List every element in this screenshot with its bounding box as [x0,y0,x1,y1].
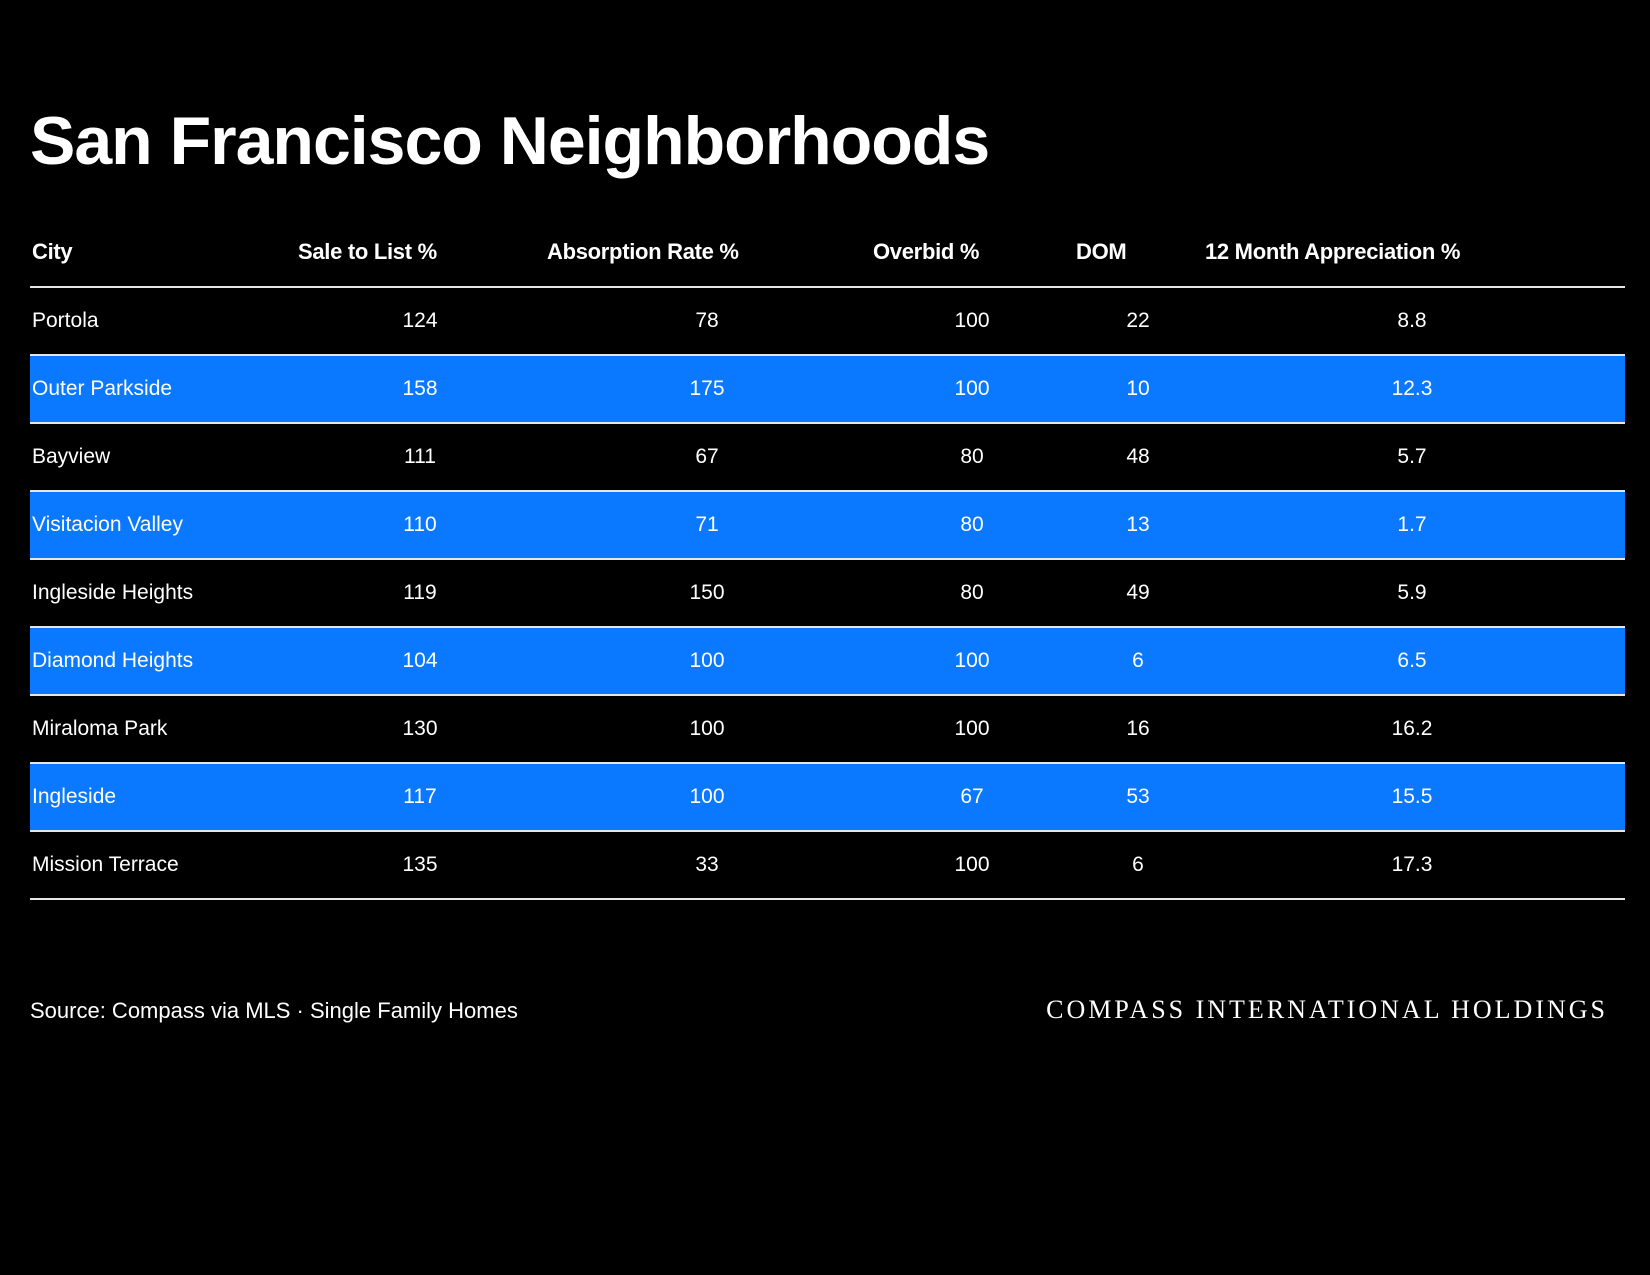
column-header-overbid: Overbid % [873,239,980,264]
cell-appreciation: 17.3 [1391,853,1433,876]
cell-sale-to-list: 119 [403,581,437,604]
cell-city: Outer Parkside [32,377,173,400]
column-header-sale-to-list: Sale to List % [298,239,437,264]
cell-absorption-rate: 100 [689,649,725,672]
cell-overbid: 80 [960,513,984,536]
brand-logo: COMPASS INTERNATIONAL HOLDINGS [1046,995,1608,1024]
table-row: Portola 124 78 100 22 8.8 [30,288,1625,356]
cell-sale-to-list: 111 [404,445,436,468]
cell-appreciation: 15.5 [1391,785,1433,808]
cell-sale-to-list: 117 [403,785,437,808]
cell-overbid: 100 [954,377,990,400]
table-row: Mission Terrace 135 33 100 6 17.3 [30,832,1625,900]
column-header-absorption-rate: Absorption Rate % [547,239,739,264]
cell-sale-to-list: 104 [402,649,438,672]
cell-overbid: 67 [960,785,984,808]
cell-appreciation: 8.8 [1397,309,1427,332]
cell-overbid: 80 [960,445,984,468]
cell-appreciation: 12.3 [1391,377,1433,400]
cell-dom: 48 [1126,445,1150,468]
cell-city: Diamond Heights [32,649,194,672]
cell-absorption-rate: 175 [689,377,725,400]
source-note: Source: Compass via MLS · Single Family … [30,998,518,1023]
column-header-city: City [32,239,73,264]
cell-appreciation: 6.5 [1397,649,1427,672]
cell-city: Ingleside [32,785,117,808]
column-header-dom: DOM [1076,239,1127,264]
page-title: San Francisco Neighborhoods [30,103,990,179]
cell-city: Ingleside Heights [32,581,194,604]
cell-absorption-rate: 100 [689,717,725,740]
cell-dom: 10 [1126,377,1150,400]
table-row: Diamond Heights 104 100 100 6 6.5 [30,628,1625,696]
cell-city: Bayview [32,445,111,468]
cell-absorption-rate: 100 [689,785,725,808]
table-row: Visitacion Valley 110 71 80 13 1.7 [30,492,1625,560]
cell-overbid: 100 [954,309,990,332]
cell-dom: 53 [1126,785,1150,808]
cell-sale-to-list: 158 [402,377,438,400]
table-row: Miraloma Park 130 100 100 16 16.2 [30,696,1625,764]
cell-dom: 49 [1126,581,1150,604]
cell-overbid: 100 [954,649,990,672]
table-header-row: City Sale to List % Absorption Rate % Ov… [30,218,1625,288]
cell-appreciation: 5.7 [1397,445,1427,468]
cell-dom: 6 [1132,853,1144,876]
cell-dom: 6 [1132,649,1144,672]
cell-city: Mission Terrace [32,853,179,876]
cell-sale-to-list: 135 [402,853,438,876]
table-row: Ingleside Heights 119 150 80 49 5.9 [30,560,1625,628]
column-header-appreciation: 12 Month Appreciation % [1205,239,1461,264]
cell-dom: 16 [1126,717,1150,740]
cell-appreciation: 5.9 [1397,581,1427,604]
cell-city: Miraloma Park [32,717,168,740]
cell-absorption-rate: 67 [695,445,719,468]
table-row: Bayview 111 67 80 48 5.7 [30,424,1625,492]
cell-absorption-rate: 150 [689,581,725,604]
cell-sale-to-list: 124 [402,309,438,332]
cell-dom: 13 [1126,513,1150,536]
table-row: Ingleside 117 100 67 53 15.5 [30,764,1625,832]
cell-appreciation: 1.7 [1397,513,1427,536]
table-body: Portola 124 78 100 22 8.8 Outer Parkside 158 175… [30,288,1625,900]
cell-absorption-rate: 78 [695,309,719,332]
cell-sale-to-list: 130 [402,717,438,740]
cell-city: Visitacion Valley [32,513,183,536]
cell-absorption-rate: 71 [695,513,719,536]
cell-absorption-rate: 33 [695,853,719,876]
cell-sale-to-list: 110 [403,513,437,536]
cell-overbid: 100 [954,717,990,740]
table-row: Outer Parkside 158 175 100 10 12.3 [30,356,1625,424]
cell-dom: 22 [1126,309,1150,332]
cell-overbid: 100 [954,853,990,876]
cell-city: Portola [32,309,99,332]
cell-appreciation: 16.2 [1391,717,1433,740]
neighborhood-table: City Sale to List % Absorption Rate % Ov… [30,218,1625,900]
cell-overbid: 80 [960,581,984,604]
